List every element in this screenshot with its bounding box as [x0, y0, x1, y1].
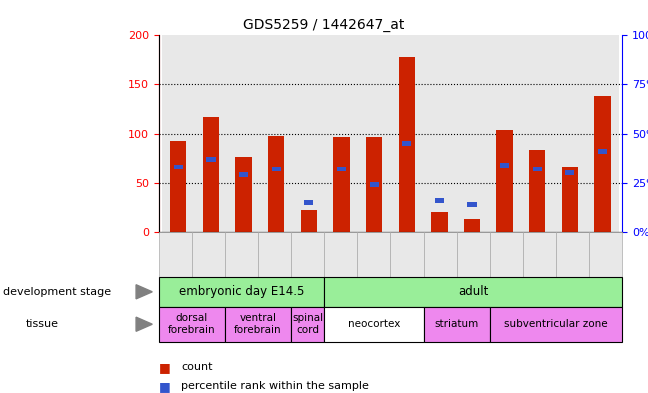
- Text: percentile rank within the sample: percentile rank within the sample: [181, 381, 369, 391]
- Text: neocortex: neocortex: [348, 319, 400, 329]
- Bar: [423, 35, 456, 232]
- Bar: [239, 173, 248, 177]
- Text: ■: ■: [159, 380, 170, 393]
- Bar: [268, 136, 284, 232]
- Bar: [369, 182, 378, 187]
- Bar: [500, 163, 509, 167]
- Bar: [467, 202, 476, 207]
- Bar: [260, 35, 292, 232]
- Bar: [399, 57, 415, 232]
- Bar: [435, 198, 444, 203]
- Bar: [333, 136, 350, 232]
- Bar: [598, 149, 607, 154]
- Bar: [325, 35, 358, 232]
- Text: ■: ■: [159, 361, 170, 374]
- Bar: [431, 212, 448, 232]
- Text: dorsal
forebrain: dorsal forebrain: [168, 314, 216, 335]
- Bar: [565, 171, 574, 175]
- Bar: [586, 35, 619, 232]
- Bar: [464, 219, 480, 232]
- Text: embryonic day E14.5: embryonic day E14.5: [179, 285, 304, 298]
- Bar: [235, 157, 252, 232]
- Bar: [456, 35, 489, 232]
- Bar: [521, 35, 553, 232]
- Text: GDS5259 / 1442647_at: GDS5259 / 1442647_at: [243, 18, 405, 32]
- Bar: [272, 167, 281, 171]
- Text: striatum: striatum: [434, 319, 479, 329]
- Bar: [496, 130, 513, 232]
- Bar: [301, 210, 317, 232]
- Bar: [207, 157, 216, 162]
- Bar: [594, 96, 610, 232]
- Bar: [553, 35, 586, 232]
- Bar: [194, 35, 227, 232]
- Bar: [174, 165, 183, 169]
- Bar: [227, 35, 260, 232]
- Bar: [562, 167, 578, 232]
- Bar: [358, 35, 390, 232]
- Bar: [337, 167, 346, 171]
- Bar: [390, 35, 423, 232]
- Bar: [366, 136, 382, 232]
- Text: count: count: [181, 362, 213, 373]
- Text: subventricular zone: subventricular zone: [504, 319, 608, 329]
- Bar: [533, 167, 542, 171]
- Bar: [305, 200, 314, 205]
- Bar: [170, 141, 187, 232]
- Bar: [203, 117, 219, 232]
- Bar: [529, 150, 546, 232]
- Bar: [489, 35, 521, 232]
- Text: ventral
forebrain: ventral forebrain: [234, 314, 282, 335]
- Text: spinal
cord: spinal cord: [292, 314, 323, 335]
- Bar: [292, 35, 325, 232]
- Bar: [402, 141, 411, 146]
- Text: development stage: development stage: [3, 287, 111, 297]
- Bar: [162, 35, 194, 232]
- Text: adult: adult: [458, 285, 489, 298]
- Text: tissue: tissue: [26, 319, 59, 329]
